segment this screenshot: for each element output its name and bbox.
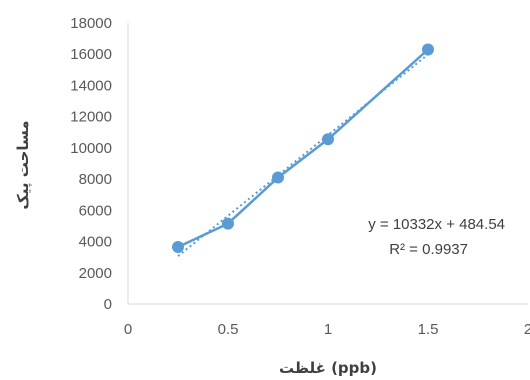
trendline <box>177 53 429 257</box>
y-tick-label: 18000 <box>70 15 112 32</box>
y-tick-label: 4000 <box>79 234 112 251</box>
y-tick-label: 12000 <box>70 109 112 126</box>
y-tick-label: 2000 <box>79 265 112 282</box>
x-tick-label: 2 <box>524 321 530 338</box>
x-tick-label: 1.5 <box>418 321 439 338</box>
trendline-group <box>177 53 429 257</box>
data-point <box>272 171 284 184</box>
y-tick-label: 8000 <box>79 171 112 188</box>
trendline-equation: y = 10332x + 484.54 <box>368 216 505 233</box>
y-tick-label: 14000 <box>70 77 112 94</box>
y-axis-title: مساحت پیک <box>14 120 33 209</box>
axes <box>127 23 528 305</box>
x-tick-label: 1 <box>324 321 332 338</box>
data-point <box>322 133 334 146</box>
data-point <box>222 217 234 230</box>
y-tick-label: 6000 <box>79 202 112 219</box>
r-squared-label: R² = 0.9937 <box>389 241 468 258</box>
x-tick-label: 0.5 <box>218 321 239 338</box>
points-group <box>172 43 434 254</box>
y-tick-label: 10000 <box>70 140 112 157</box>
x-tick-labels: 0 0.5 1 1.5 2 <box>124 321 530 338</box>
y-tick-label: 0 <box>104 296 112 313</box>
data-point <box>422 43 434 56</box>
y-tick-labels: 0 2000 4000 6000 8000 10000 12000 14000 16000 180… <box>70 15 112 313</box>
x-axis-title: غلظت (ppb) <box>279 359 377 377</box>
x-tick-label: 0 <box>124 321 132 338</box>
y-tick-label: 16000 <box>70 46 112 63</box>
data-point <box>172 241 184 254</box>
